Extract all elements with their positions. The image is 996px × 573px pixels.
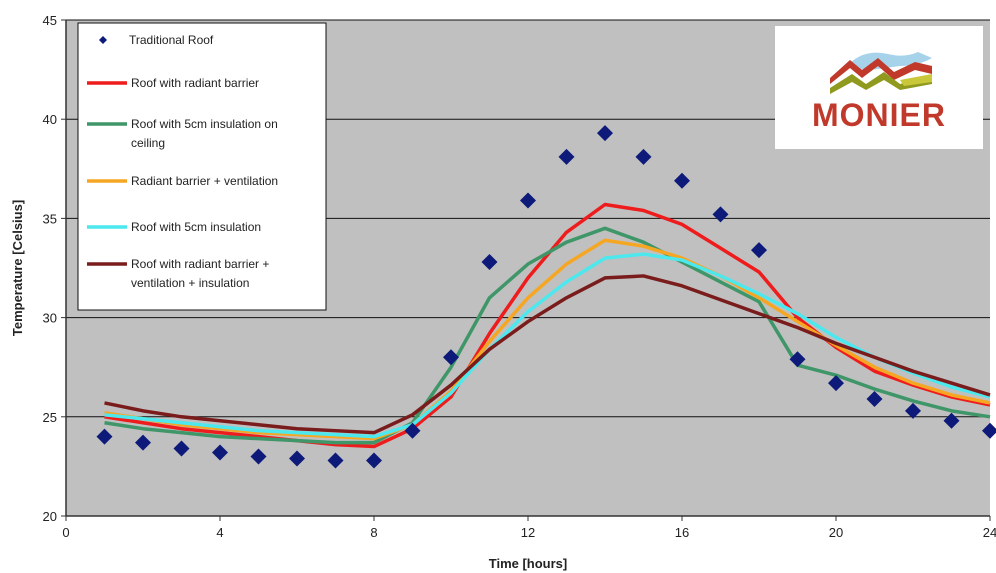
logo-text: MONIER xyxy=(812,97,946,133)
data-point-marker xyxy=(289,450,305,467)
legend-label: Radiant barrier + ventilation xyxy=(131,174,278,188)
legend-label: ventilation + insulation xyxy=(131,276,249,290)
x-tick-label: 0 xyxy=(62,525,69,540)
data-point-marker xyxy=(712,206,729,223)
data-point-marker xyxy=(404,422,421,439)
data-point-marker xyxy=(558,148,575,165)
legend: Traditional Roof Roof with radiant barrie… xyxy=(77,22,327,311)
data-point-marker xyxy=(597,125,613,142)
series-line xyxy=(104,226,991,445)
data-point-marker xyxy=(443,349,459,366)
x-tick-label: 24 xyxy=(983,525,996,540)
y-axis-title: Temperature [Celsius] xyxy=(10,200,25,336)
data-point-marker xyxy=(366,452,382,469)
x-tick-label: 20 xyxy=(829,525,843,540)
data-point-marker xyxy=(135,434,151,451)
data-point-marker xyxy=(943,412,960,429)
x-axis-title: Time [hours] xyxy=(489,556,568,571)
monier-logo: MONIER xyxy=(775,26,983,149)
data-point-marker xyxy=(173,440,190,457)
legend-box xyxy=(77,22,327,311)
series-line xyxy=(104,238,991,441)
x-tick-label: 12 xyxy=(521,525,535,540)
y-tick-label: 40 xyxy=(43,112,57,127)
data-point-marker xyxy=(327,452,344,469)
data-point-marker xyxy=(635,148,652,165)
legend-label: Roof with radiant barrier + xyxy=(131,257,269,271)
data-point-marker xyxy=(828,375,844,392)
data-point-marker xyxy=(212,444,228,461)
y-tick-label: 25 xyxy=(43,410,57,425)
legend-label: Roof with 5cm insulation on xyxy=(131,117,278,131)
data-point-marker xyxy=(250,448,267,465)
x-tick-label: 8 xyxy=(370,525,377,540)
legend-label: Traditional Roof xyxy=(129,33,214,47)
x-tick-label: 16 xyxy=(675,525,689,540)
y-tick-label: 30 xyxy=(43,311,57,326)
data-point-marker xyxy=(789,351,806,368)
data-point-marker xyxy=(674,172,690,189)
series-line xyxy=(104,274,991,435)
legend-label: ceiling xyxy=(131,136,165,150)
data-point-marker xyxy=(520,192,536,209)
data-point-marker xyxy=(481,254,498,271)
logo-mark xyxy=(830,52,932,94)
x-tick-label: 4 xyxy=(216,525,223,540)
legend-marker xyxy=(99,36,107,44)
data-point-marker xyxy=(982,422,996,439)
y-tick-label: 20 xyxy=(43,509,57,524)
data-point-marker xyxy=(751,242,767,259)
series-markers xyxy=(96,125,996,469)
y-tick-label: 35 xyxy=(43,211,57,226)
logo-background xyxy=(775,26,983,149)
data-point-marker xyxy=(866,390,883,407)
series-line xyxy=(104,252,991,439)
axis-ticks: 0 4 8 12 16 20 24 20 25 30 35 40 45 xyxy=(43,13,996,540)
legend-label: Roof with 5cm insulation xyxy=(131,220,261,234)
data-point-marker xyxy=(905,402,921,419)
y-tick-label: 45 xyxy=(43,13,57,28)
data-point-marker xyxy=(96,428,113,445)
legend-label: Roof with radiant barrier xyxy=(131,76,259,90)
series-lines xyxy=(104,202,991,449)
